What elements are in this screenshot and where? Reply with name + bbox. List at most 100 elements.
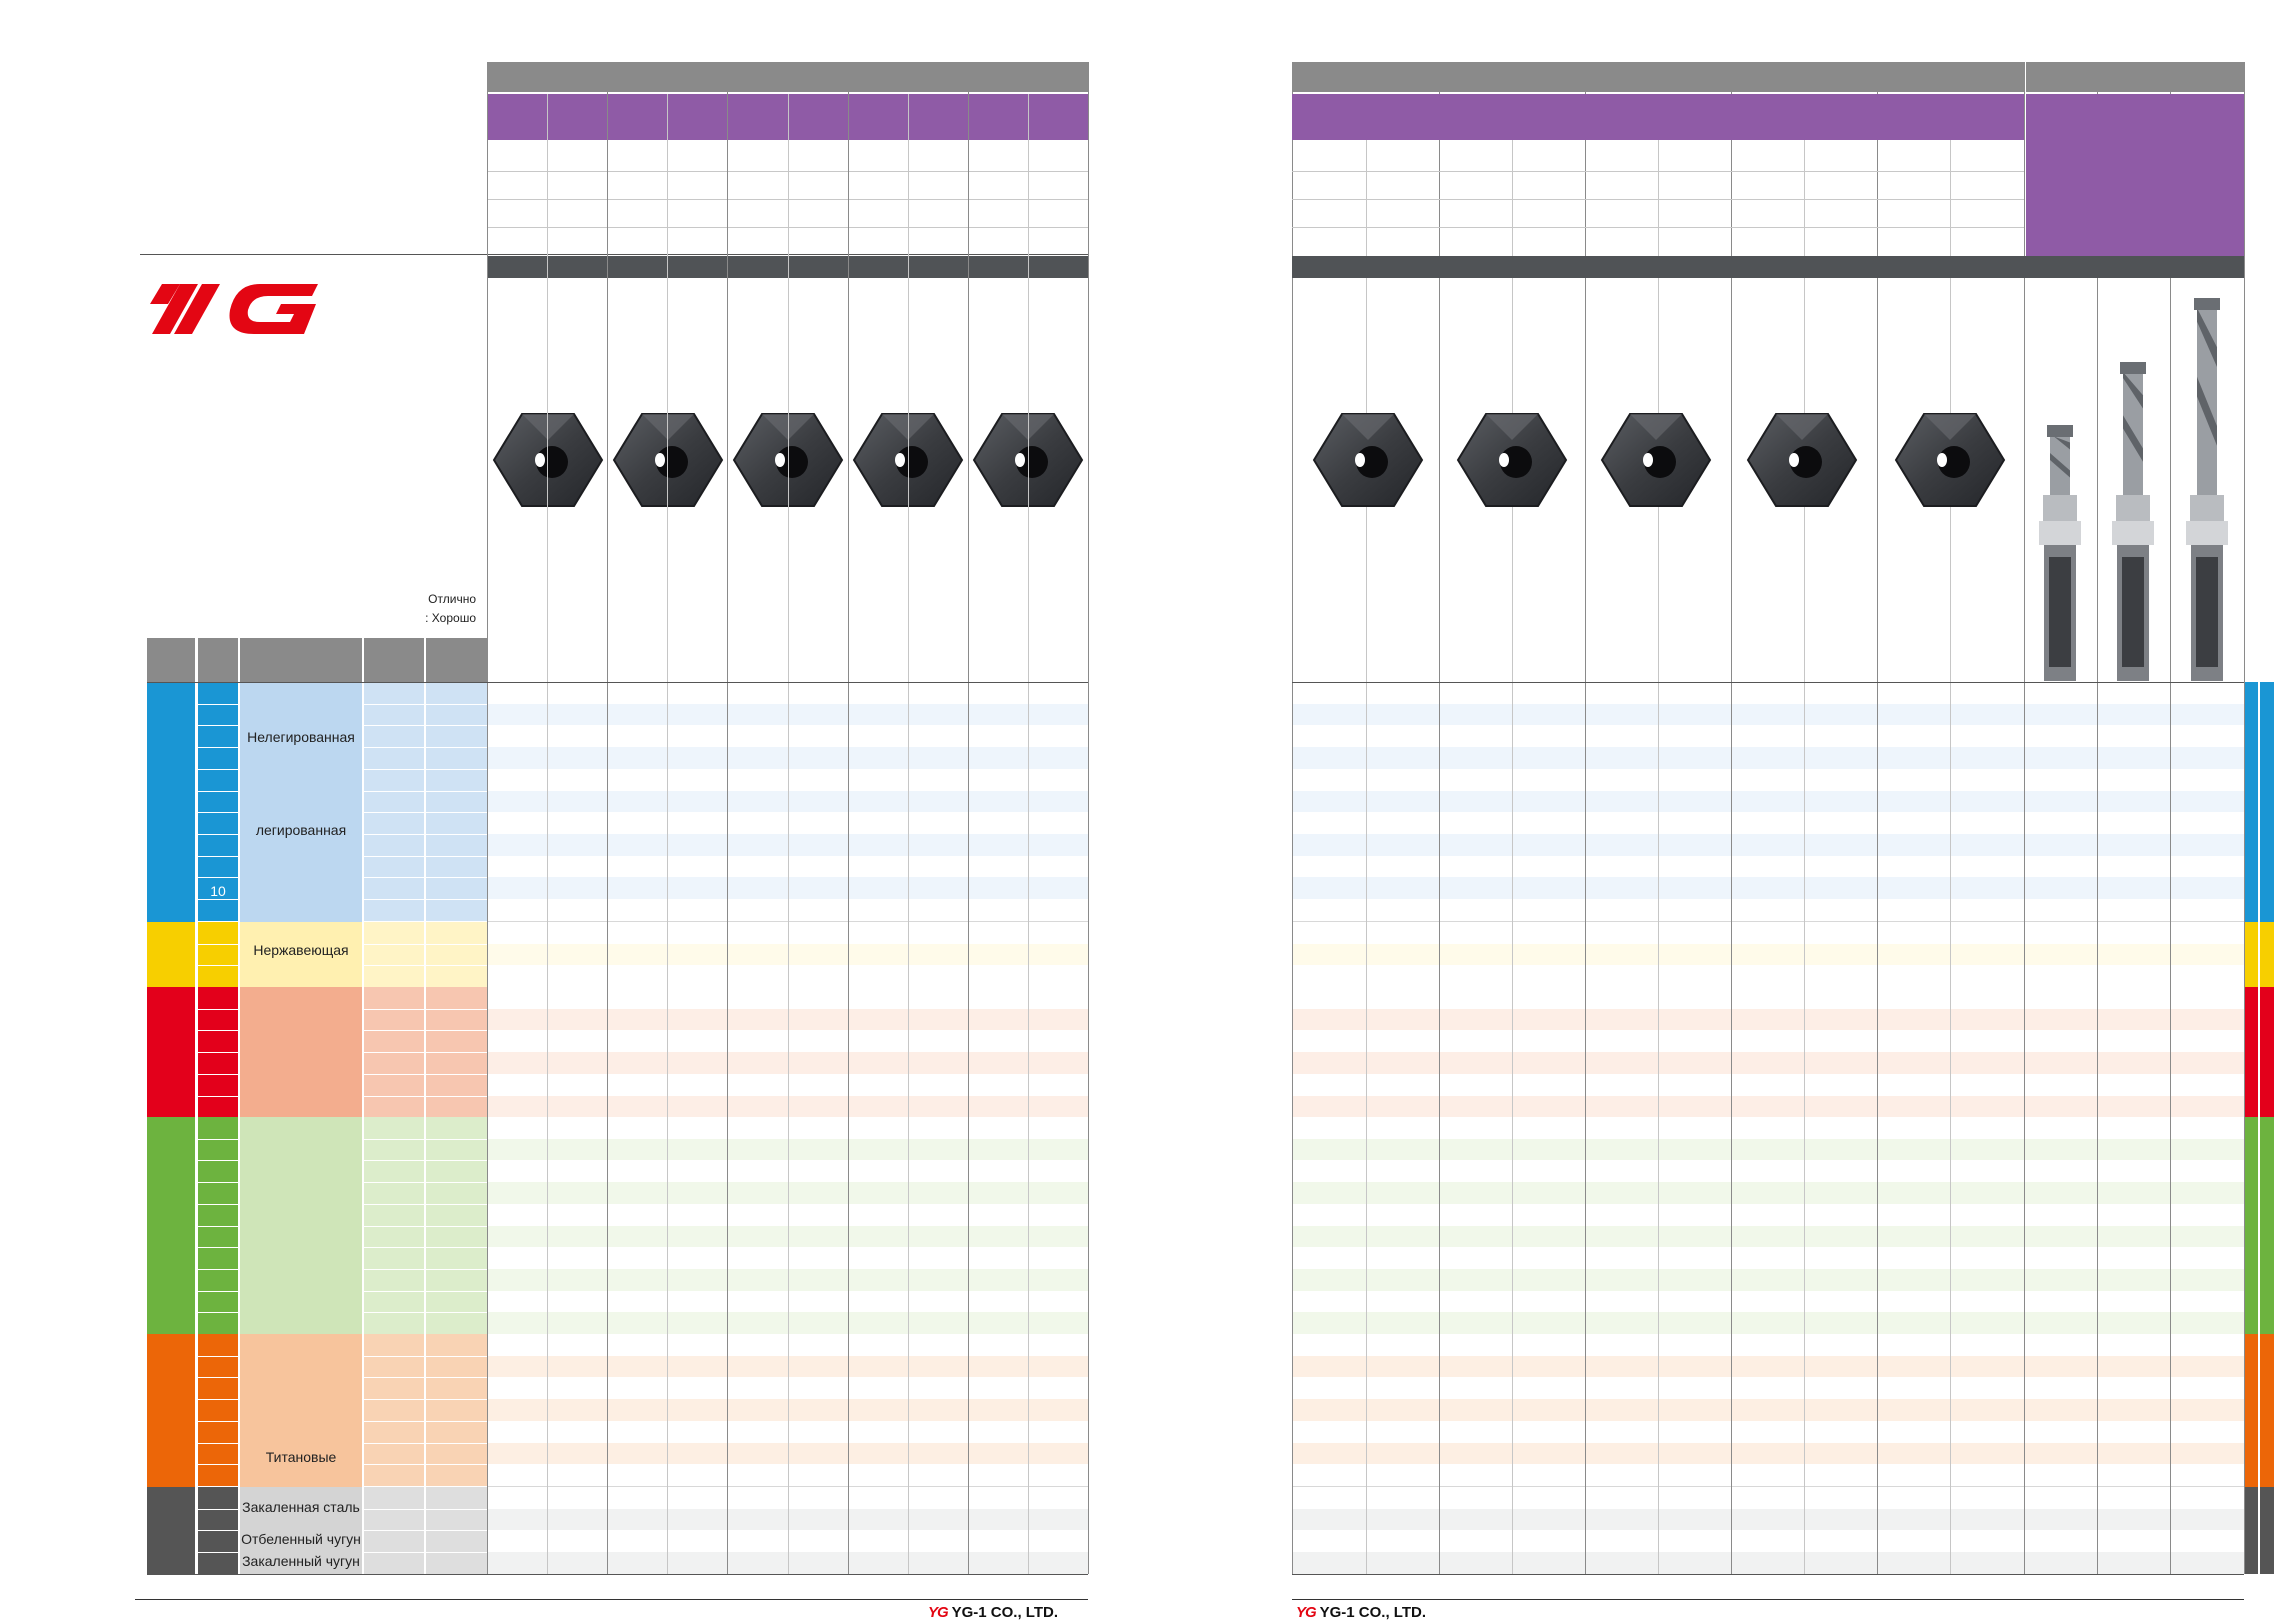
left-row-divider bbox=[364, 920, 487, 922]
left-row-divider bbox=[198, 1268, 238, 1270]
left-row-divider bbox=[364, 965, 487, 967]
left-header-purple-bar bbox=[487, 94, 1088, 140]
right-data-row bbox=[1292, 1247, 2244, 1269]
left-row-divider bbox=[198, 1247, 238, 1249]
right-data-row bbox=[1292, 1290, 2244, 1313]
left-header-line-2 bbox=[487, 199, 1088, 200]
left-row-divider bbox=[198, 1355, 238, 1357]
material-group-K-color bbox=[147, 987, 195, 1117]
left-row-divider bbox=[198, 1160, 238, 1162]
right-header-purple-bar bbox=[1292, 94, 2024, 140]
right-col-line bbox=[2244, 62, 2245, 1574]
right-data-row bbox=[1292, 1334, 2244, 1356]
left-row-divider bbox=[364, 987, 487, 988]
right-col-line bbox=[2024, 62, 2025, 1574]
drill-insert-icon bbox=[612, 410, 724, 510]
left-row-divider bbox=[198, 1290, 238, 1292]
drill-body-icon bbox=[2033, 425, 2087, 685]
left-row-divider bbox=[364, 1095, 487, 1097]
left-row-divider bbox=[364, 1247, 487, 1249]
material-label-stainless: Нержавеющая bbox=[253, 942, 349, 958]
left-row-divider bbox=[364, 1355, 487, 1357]
right-edge-color-K-b bbox=[2260, 987, 2274, 1117]
left-col-line bbox=[848, 62, 849, 1574]
material-header-1 bbox=[147, 638, 195, 682]
left-row-divider bbox=[198, 725, 238, 727]
legend-good: : Хорошо bbox=[425, 611, 476, 625]
right-data-row bbox=[1292, 965, 2244, 987]
left-row-divider bbox=[364, 1420, 487, 1422]
left-col-line bbox=[1028, 94, 1029, 1574]
left-row-divider bbox=[364, 1008, 487, 1010]
left-col-line bbox=[727, 62, 728, 1574]
right-data-row bbox=[1292, 1073, 2244, 1096]
left-row-divider bbox=[364, 833, 487, 835]
left-row-divider bbox=[364, 1290, 487, 1292]
drill-body-icon bbox=[2106, 362, 2160, 685]
right-data-row bbox=[1292, 1312, 2244, 1334]
right-data-row bbox=[1292, 703, 2244, 726]
left-row-divider bbox=[198, 1464, 238, 1466]
material-header-5 bbox=[426, 638, 487, 682]
right-col-line bbox=[1512, 94, 1513, 1574]
left-row-divider bbox=[198, 1485, 238, 1487]
right-data-row bbox=[1292, 899, 2244, 921]
material-group-S-color bbox=[147, 1334, 195, 1487]
right-data-row bbox=[1292, 987, 2244, 1009]
left-footer-logo-icon: YG bbox=[928, 1604, 949, 1621]
left-row-divider bbox=[198, 855, 238, 857]
left-row-divider bbox=[198, 1508, 238, 1510]
left-row-divider bbox=[364, 877, 487, 879]
right-header-gray-bar-1 bbox=[1292, 62, 2024, 92]
material-group-K-name bbox=[240, 987, 362, 1117]
right-edge-color-S-b bbox=[2260, 1334, 2274, 1487]
material-group-S-col5 bbox=[426, 1334, 487, 1487]
material-group-P-color bbox=[147, 682, 195, 922]
left-row-divider bbox=[364, 1117, 487, 1118]
right-data-row bbox=[1292, 812, 2244, 834]
left-row-divider bbox=[198, 833, 238, 835]
left-row-divider bbox=[364, 1508, 487, 1510]
left-row-divider bbox=[364, 1552, 487, 1554]
material-group-K-index bbox=[198, 987, 238, 1117]
material-row-number: 10 bbox=[210, 883, 226, 899]
left-row-divider bbox=[198, 899, 238, 900]
material-label-chilled-iron: Отбеленный чугун bbox=[241, 1531, 361, 1547]
right-edge-color-P-b bbox=[2260, 682, 2274, 922]
left-row-divider bbox=[364, 1268, 487, 1270]
right-row-line bbox=[1292, 920, 2244, 922]
right-table-top bbox=[1292, 682, 2244, 683]
left-row-divider bbox=[364, 1160, 487, 1162]
left-row-divider bbox=[198, 1377, 238, 1379]
right-header-dark-bar bbox=[1292, 256, 2244, 278]
left-header-dark-bar bbox=[487, 256, 1088, 278]
right-col-line bbox=[1439, 62, 1440, 1574]
left-col-line bbox=[667, 94, 668, 1574]
left-row-divider bbox=[198, 877, 238, 879]
right-data-row bbox=[1292, 1225, 2244, 1248]
left-row-divider bbox=[364, 1530, 487, 1532]
material-label-hardened-steel: Закаленная сталь bbox=[242, 1499, 360, 1515]
left-row-divider bbox=[198, 1552, 238, 1554]
material-group-M-name bbox=[240, 922, 362, 987]
right-data-row bbox=[1292, 1008, 2244, 1031]
left-row-divider bbox=[198, 703, 238, 705]
right-data-row bbox=[1292, 922, 2244, 944]
drill-insert-icon bbox=[1894, 410, 2006, 510]
right-data-row bbox=[1292, 1268, 2244, 1291]
left-row-divider bbox=[198, 943, 238, 945]
right-edge-color-S bbox=[2245, 1334, 2258, 1487]
left-row-divider bbox=[198, 1312, 238, 1314]
right-data-row bbox=[1292, 768, 2244, 791]
left-row-divider bbox=[364, 747, 487, 749]
left-footer-company: YG-1 CO., LTD. bbox=[951, 1604, 1058, 1621]
left-row-divider bbox=[198, 1420, 238, 1422]
legend-excellent: Отлично bbox=[428, 592, 476, 606]
left-row-divider bbox=[198, 812, 238, 814]
material-group-M-index bbox=[198, 922, 238, 987]
right-data-row bbox=[1292, 1182, 2244, 1204]
right-data-row bbox=[1292, 725, 2244, 748]
right-header-line-2 bbox=[1292, 199, 2024, 200]
left-row-divider bbox=[364, 1182, 487, 1184]
yg-logo-icon bbox=[150, 284, 318, 334]
